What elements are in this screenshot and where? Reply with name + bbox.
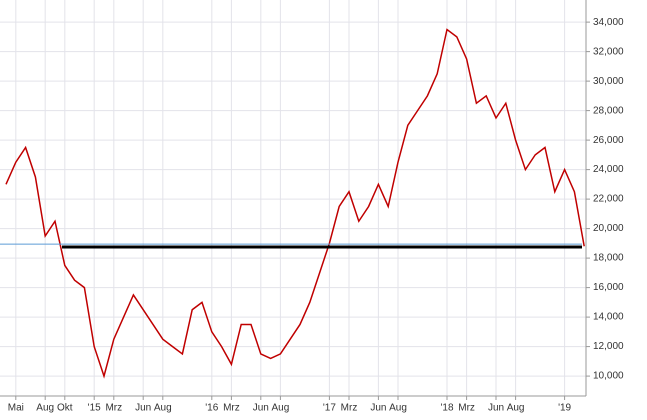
x-tick-label: Jun [135,403,151,414]
y-tick-label: 32,000 [593,46,624,57]
x-tick-label: '17 [323,403,336,414]
x-tick-label: Aug [272,403,290,414]
x-tick-label: Mrz [223,403,240,414]
x-tick-label: Jun [253,403,269,414]
y-tick-label: 20,000 [593,223,624,234]
y-tick-label: 16,000 [593,282,624,293]
y-tick-label: 22,000 [593,194,624,205]
x-tick-label: Mrz [105,403,122,414]
x-tick-label: Aug [389,403,407,414]
x-tick-label: Jun [370,403,386,414]
x-tick-label: Aug [36,403,54,414]
y-tick-label: 18,000 [593,253,624,264]
x-tick-label: Okt [57,403,73,414]
price-line [5,28,585,379]
x-tick-label: Jun [488,403,504,414]
x-tick-label: '15 [88,403,101,414]
y-tick-label: 34,000 [593,17,624,28]
y-tick-label: 10,000 [593,371,624,382]
y-tick-label: 28,000 [593,105,624,116]
x-tick-label: Aug [154,403,172,414]
x-tick-label: '19 [558,403,571,414]
x-tick-label: Mai [8,403,24,414]
x-tick-label: '16 [205,403,218,414]
x-tick-label: Mrz [341,403,358,414]
y-tick-label: 30,000 [593,76,624,87]
y-tick-label: 12,000 [593,341,624,352]
x-tick-label: Mrz [458,403,475,414]
y-tick-label: 24,000 [593,164,624,175]
x-tick-label: '18 [440,403,453,414]
y-tick-label: 26,000 [593,135,624,146]
y-tick-label: 14,000 [593,312,624,323]
x-tick-label: Aug [507,403,525,414]
